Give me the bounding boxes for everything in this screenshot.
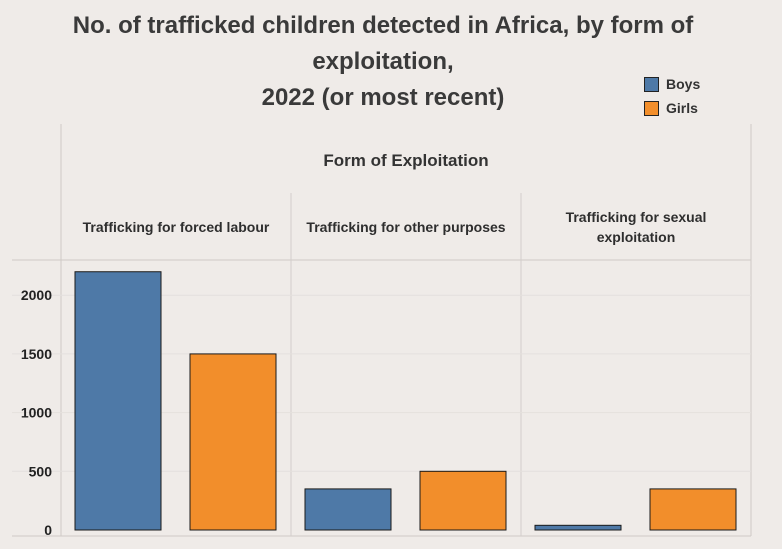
category-label: exploitation [597, 229, 676, 245]
y-tick-label: 500 [29, 463, 53, 479]
bar-boys [74, 271, 162, 531]
chart-title: No. of trafficked children detected in A… [0, 8, 766, 116]
category-label: Trafficking for sexual [566, 209, 707, 225]
y-tick-label: 1500 [21, 346, 52, 362]
chart-title-line: exploitation, [312, 48, 454, 75]
legend-label-girls: Girls [666, 100, 698, 116]
category-label: Trafficking for other purposes [306, 219, 505, 235]
bar-boys [534, 524, 622, 531]
legend-label-boys: Boys [666, 76, 701, 92]
chart-title-line: No. of trafficked children detected in A… [72, 12, 694, 39]
bar-girls [649, 488, 737, 531]
category-label: Trafficking for forced labour [83, 219, 270, 235]
chart-title-line: 2022 (or most recent) [261, 84, 505, 111]
y-tick-label: 2000 [21, 287, 52, 303]
y-tick-label: 1000 [21, 405, 52, 421]
legend-item-girls[interactable]: Girls [644, 96, 700, 120]
group-header: Form of Exploitation [323, 151, 488, 170]
legend-swatch-boys [644, 76, 659, 92]
bar-boys [304, 488, 392, 531]
legend-swatch-girls [644, 100, 659, 116]
bar-girls [189, 353, 277, 531]
y-tick-label: 0 [44, 522, 52, 538]
legend-item-boys[interactable]: Boys [644, 72, 700, 96]
bar-girls [419, 470, 507, 531]
legend: Boys Girls [644, 72, 700, 120]
